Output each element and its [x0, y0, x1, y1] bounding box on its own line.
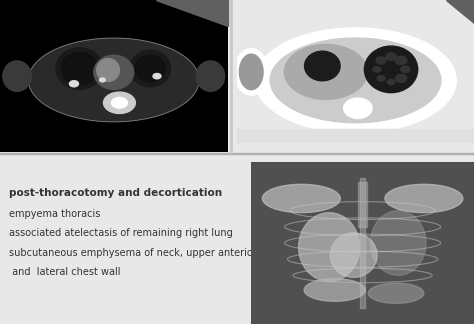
Bar — [360, 178, 365, 308]
Text: post-thoracotomy and decortication: post-thoracotomy and decortication — [9, 188, 223, 198]
Text: and  lateral chest wall: and lateral chest wall — [9, 267, 121, 277]
Ellipse shape — [3, 61, 31, 91]
Ellipse shape — [263, 184, 340, 213]
Circle shape — [395, 74, 407, 82]
Ellipse shape — [61, 52, 98, 85]
Ellipse shape — [370, 211, 426, 275]
Ellipse shape — [284, 44, 367, 99]
Ellipse shape — [304, 51, 340, 81]
Ellipse shape — [94, 55, 134, 89]
Ellipse shape — [239, 54, 263, 90]
Circle shape — [395, 56, 407, 64]
Text: associated atelectasis of remaining right lung: associated atelectasis of remaining righ… — [9, 228, 233, 238]
Circle shape — [377, 75, 385, 81]
Bar — [225, 129, 474, 142]
Circle shape — [100, 78, 105, 82]
Circle shape — [386, 53, 396, 61]
Circle shape — [373, 66, 381, 72]
Ellipse shape — [299, 213, 360, 282]
Ellipse shape — [365, 46, 418, 93]
Ellipse shape — [304, 279, 365, 301]
Ellipse shape — [56, 48, 103, 89]
Polygon shape — [446, 0, 474, 23]
Ellipse shape — [97, 59, 119, 81]
Circle shape — [344, 98, 372, 119]
Circle shape — [103, 92, 136, 113]
Polygon shape — [28, 38, 199, 122]
Circle shape — [401, 66, 410, 73]
Bar — [0, 0, 228, 152]
Text: subcutaneous emphysema of neck, upper anterior: subcutaneous emphysema of neck, upper an… — [9, 248, 257, 258]
Ellipse shape — [235, 49, 268, 95]
Circle shape — [69, 81, 79, 87]
FancyArrow shape — [0, 153, 474, 155]
Text: empyema thoracis: empyema thoracis — [9, 209, 101, 219]
Circle shape — [387, 79, 395, 85]
Ellipse shape — [135, 55, 165, 82]
Polygon shape — [255, 28, 456, 133]
Bar — [358, 182, 367, 227]
Ellipse shape — [385, 184, 463, 213]
Circle shape — [111, 98, 128, 108]
Polygon shape — [156, 0, 228, 26]
Polygon shape — [270, 38, 441, 123]
Ellipse shape — [330, 233, 377, 277]
Circle shape — [153, 74, 161, 79]
Ellipse shape — [196, 61, 225, 91]
Ellipse shape — [130, 50, 171, 87]
Ellipse shape — [368, 283, 424, 303]
Circle shape — [376, 57, 386, 64]
